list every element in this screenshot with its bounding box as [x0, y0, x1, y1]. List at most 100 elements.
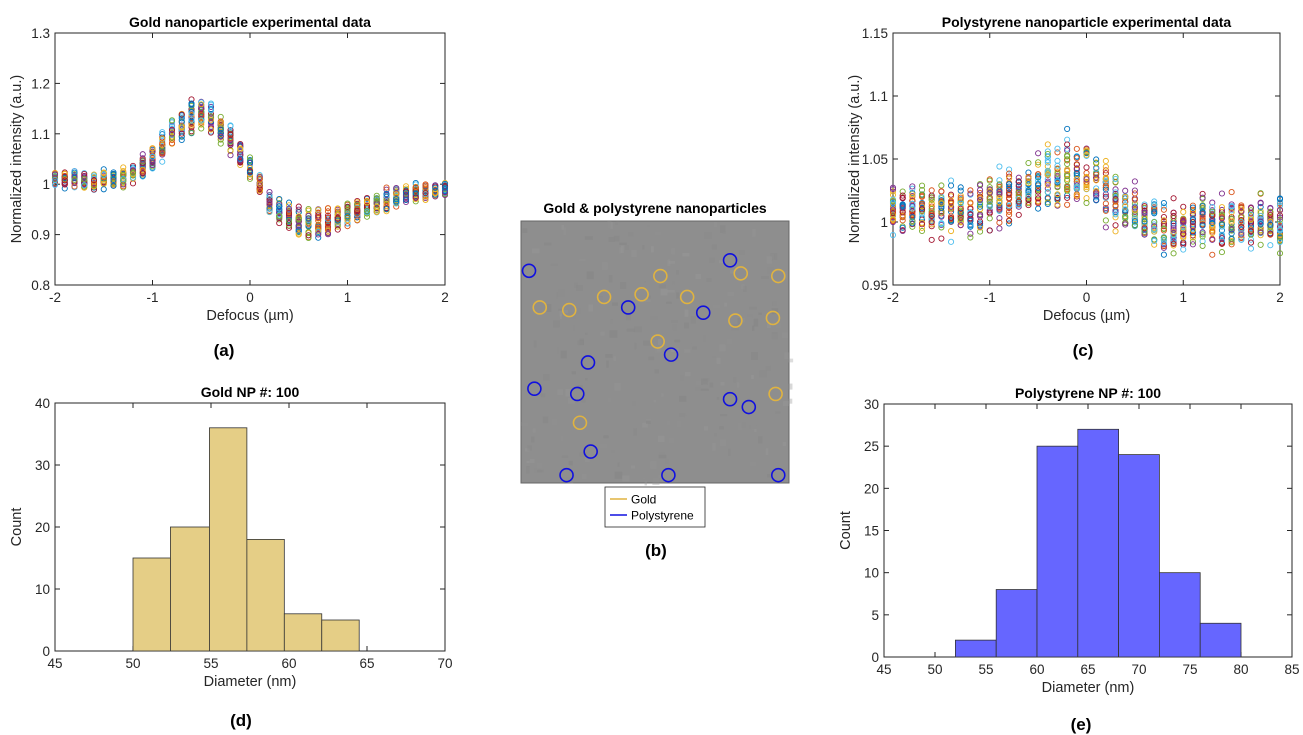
panel-a-point: [383, 190, 390, 198]
micrograph-texture: [586, 271, 594, 280]
micrograph-texture: [599, 443, 607, 449]
panel-d-ytick-label: 0: [42, 644, 50, 659]
micrograph-texture: [684, 349, 691, 353]
panel-a-point: [110, 182, 117, 189]
panel-a-point: [334, 205, 341, 212]
panel-c-point: [1112, 202, 1119, 209]
micrograph-texture: [775, 411, 781, 414]
micrograph-texture: [644, 297, 651, 303]
micrograph-texture: [610, 221, 614, 229]
panel-c-point: [928, 196, 935, 203]
panel-a-point: [295, 218, 302, 225]
panel-c-point: [1141, 207, 1148, 214]
panel-c-point: [1054, 165, 1061, 172]
panel-c-point: [1180, 246, 1187, 253]
panel-c-point: [1073, 161, 1080, 168]
panel-c-point: [1267, 218, 1274, 225]
micrograph-texture: [617, 462, 620, 467]
panel-a-ytick-label: 1: [42, 177, 50, 192]
panel-a-point: [246, 165, 254, 172]
legend-label-gold: Gold: [631, 493, 656, 507]
panel-c-point: [1170, 250, 1177, 257]
micrograph-texture: [533, 468, 542, 473]
micrograph-texture: [684, 341, 692, 344]
micrograph-texture: [559, 310, 563, 317]
micrograph-texture: [611, 302, 618, 306]
micrograph-texture: [657, 435, 665, 442]
micrograph-texture: [643, 340, 651, 346]
panel-c-point: [1160, 240, 1167, 247]
panel-c-point: [1209, 228, 1216, 235]
micrograph-texture: [759, 370, 767, 378]
micrograph-texture: [567, 398, 575, 404]
micrograph-texture: [613, 235, 620, 242]
panel-c-point: [1199, 205, 1206, 212]
panel-a-point: [266, 188, 273, 196]
panel-a-point: [188, 116, 195, 123]
panel-c-point: [1006, 175, 1013, 182]
micrograph-texture: [701, 378, 708, 386]
micrograph-texture: [544, 242, 552, 246]
panel-c-point: [1015, 182, 1022, 189]
panel-c-point: [1228, 230, 1235, 237]
micrograph-texture: [751, 424, 756, 431]
panel-a-point: [441, 180, 449, 187]
micrograph-texture: [684, 309, 689, 317]
panel-c-point: [1218, 190, 1225, 197]
panel-a-point: [354, 205, 361, 212]
panel-c-point: [1189, 215, 1196, 223]
panel-c-point: [1276, 223, 1284, 231]
panel-c-point: [1189, 241, 1196, 248]
panel-d-title: Gold NP #: 100: [201, 384, 300, 400]
micrograph-texture: [581, 398, 586, 403]
micrograph-texture: [658, 474, 663, 478]
micrograph-texture: [706, 277, 712, 283]
panel-c-point: [1151, 208, 1158, 215]
panel-c-point: [1141, 210, 1148, 217]
micrograph-texture: [751, 374, 754, 380]
panel-a-point: [227, 123, 234, 130]
panel-a-point: [441, 189, 449, 196]
micrograph-texture: [751, 230, 757, 239]
panel-a-point: [412, 187, 419, 194]
panel-c-point: [1199, 229, 1206, 236]
micrograph-texture: [778, 322, 782, 326]
micrograph-texture: [584, 455, 590, 463]
panel-c-point: [1180, 218, 1187, 225]
micrograph-texture: [571, 371, 576, 375]
panel-c-point: [1247, 239, 1255, 246]
panel-a-point: [61, 185, 68, 192]
micrograph-texture: [552, 418, 558, 426]
panel-c-point: [1170, 209, 1177, 216]
micrograph-texture: [724, 302, 727, 307]
panel-c-point: [1267, 208, 1274, 215]
panel-c-point: [948, 214, 955, 222]
panel-e-bar: [1036, 445, 1079, 658]
panel-a-point: [198, 101, 205, 108]
micrograph-texture: [720, 381, 725, 386]
micrograph-texture: [560, 435, 564, 442]
micrograph-texture: [622, 475, 630, 482]
micrograph-texture: [719, 414, 728, 417]
panel-c-point: [889, 218, 897, 226]
panel-a-point: [305, 232, 312, 239]
micrograph-texture: [671, 248, 676, 255]
panel-c-point: [967, 223, 974, 230]
panel-c-point: [1073, 169, 1080, 176]
micrograph-texture: [650, 246, 654, 253]
panel-a-point: [412, 190, 419, 197]
micrograph-texture: [668, 370, 672, 375]
panel-e-ytick-label: 20: [864, 481, 879, 496]
panel-c-point: [918, 191, 926, 198]
panel-c-point: [928, 209, 935, 217]
panel-c-point: [1083, 150, 1090, 157]
panel-c-point: [996, 187, 1003, 194]
panel-e-xtick-label: 50: [927, 662, 942, 677]
panel-label-e: (e): [1071, 715, 1092, 734]
panel-c-point: [1238, 217, 1245, 224]
panel-c-point: [1112, 186, 1119, 193]
panel-c-point: [1189, 204, 1196, 211]
panel-c-point: [1073, 175, 1080, 182]
panel-a-point: [81, 175, 88, 183]
panel-c-point: [977, 220, 984, 227]
